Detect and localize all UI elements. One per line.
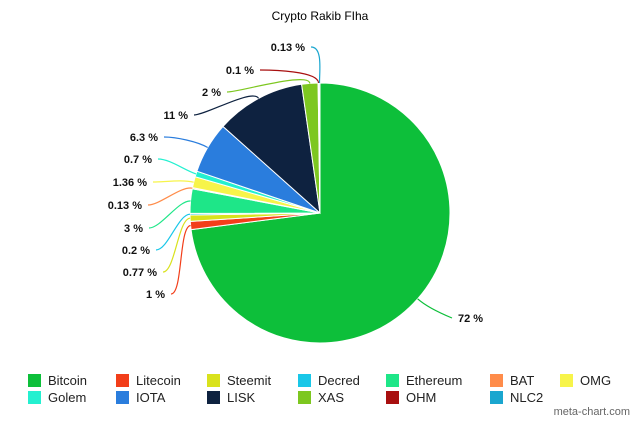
data-label-steemit: 0.77 % xyxy=(123,267,157,279)
legend-item-xas[interactable]: XAS xyxy=(298,389,344,405)
legend-item-iota[interactable]: IOTA xyxy=(116,389,165,405)
legend-item-bitcoin[interactable]: Bitcoin xyxy=(28,372,87,388)
legend-label: OHM xyxy=(406,389,437,405)
legend-item-litecoin[interactable]: Litecoin xyxy=(116,372,181,388)
legend-swatch xyxy=(490,390,503,404)
legend-item-ethereum[interactable]: Ethereum xyxy=(386,372,462,388)
legend-swatch xyxy=(28,373,41,387)
legend-item-omg[interactable]: OMG xyxy=(560,372,611,388)
legend-swatch xyxy=(116,390,129,404)
data-label-ohm: 0.1 % xyxy=(226,65,254,77)
legend-label: BAT xyxy=(510,372,535,388)
watermark: meta-chart.com xyxy=(553,406,630,418)
legend-item-ohm[interactable]: OHM xyxy=(386,389,436,405)
data-label-iota: 6.3 % xyxy=(130,132,158,144)
pie-plot-area: 72 % 1 % 0.77 % 0.2 % 3 % 0.13 % 1.36 % 0.7 % 6.… xyxy=(108,42,483,344)
leader-line-xas xyxy=(226,79,311,93)
legend-label: LISK xyxy=(227,389,256,405)
leader-line-omg xyxy=(152,180,194,183)
legend-item-steemit[interactable]: Steemit xyxy=(207,372,271,388)
leader-line-iota xyxy=(163,136,208,149)
leader-line-steemit xyxy=(162,217,191,273)
legend-swatch xyxy=(207,390,220,404)
legend-swatch xyxy=(298,373,311,387)
legend-item-golem[interactable]: Golem xyxy=(28,389,86,405)
legend-label: IOTA xyxy=(136,389,166,405)
legend-label: XAS xyxy=(318,389,345,405)
legend-swatch xyxy=(386,390,399,404)
chart-title: Crypto Rakib FIha xyxy=(271,9,369,23)
leader-line-nlc2 xyxy=(310,46,321,84)
data-label-omg: 1.36 % xyxy=(113,177,147,189)
pie-slice-lisk xyxy=(222,83,321,215)
legend-swatch xyxy=(28,390,41,404)
data-label-bitcoin: 72 % xyxy=(458,313,483,325)
leader-line-ethereum xyxy=(148,200,191,229)
legend-label: Bitcoin xyxy=(48,372,88,388)
legend-label: NLC2 xyxy=(510,389,544,405)
legend-item-nlc2[interactable]: NLC2 xyxy=(490,389,543,405)
data-label-litecoin: 1 % xyxy=(146,289,165,301)
legend-swatch xyxy=(490,373,503,387)
legend-swatch xyxy=(116,373,129,387)
data-label-nlc2: 0.13 % xyxy=(271,42,305,54)
pie-slice-bitcoin xyxy=(190,82,451,344)
legend-label: Litecoin xyxy=(136,372,181,388)
legend-label: Ethereum xyxy=(406,372,463,388)
legend-label: OMG xyxy=(580,372,612,388)
data-label-bat: 0.13 % xyxy=(108,200,142,212)
data-label-xas: 2 % xyxy=(202,87,221,99)
data-label-golem: 0.7 % xyxy=(124,154,152,166)
leader-line-litecoin xyxy=(170,224,191,295)
legend-label: Steemit xyxy=(227,372,272,388)
legend-label: Golem xyxy=(48,389,87,405)
legend-swatch xyxy=(386,373,399,387)
legend-item-bat[interactable]: BAT xyxy=(490,372,534,388)
data-label-ethereum: 3 % xyxy=(124,223,143,235)
leader-line-decred xyxy=(155,213,191,251)
legend-item-decred[interactable]: Decred xyxy=(298,372,360,388)
legend-item-lisk[interactable]: LISK xyxy=(207,389,255,405)
leader-line-lisk xyxy=(193,95,260,116)
leader-line-ohm xyxy=(259,69,320,84)
legend-swatch xyxy=(560,373,573,387)
data-label-decred: 0.2 % xyxy=(122,245,150,257)
data-label-lisk: 11 % xyxy=(164,110,189,122)
legend-label: Decred xyxy=(318,372,360,388)
leader-line-bat xyxy=(147,187,193,206)
legend-swatch xyxy=(207,373,220,387)
leader-line-golem xyxy=(157,158,197,175)
leader-line-bitcoin xyxy=(417,298,453,319)
legend-swatch xyxy=(298,390,311,404)
